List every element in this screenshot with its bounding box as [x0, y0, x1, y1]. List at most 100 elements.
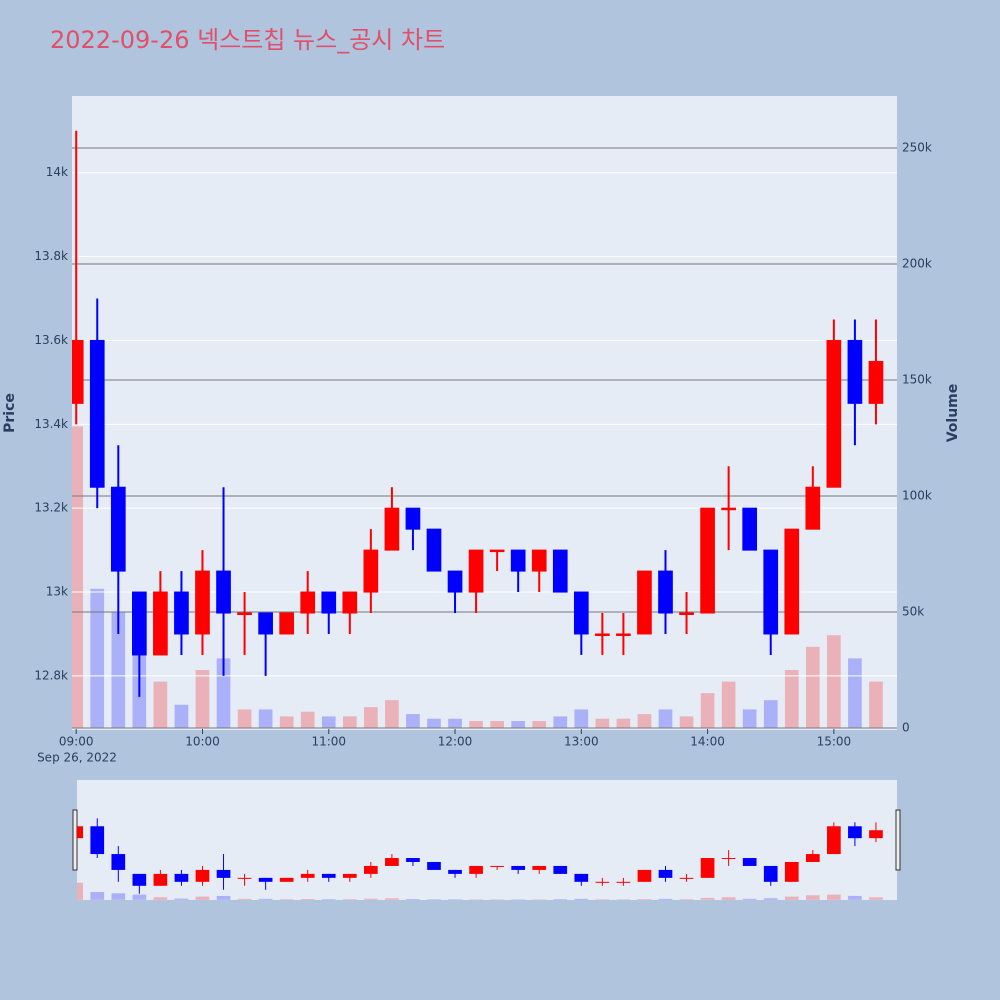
slider-body: [364, 865, 378, 874]
volume-bar: [364, 707, 378, 729]
slider-body: [742, 858, 757, 866]
candle-body: [342, 591, 358, 614]
slider-body: [111, 854, 126, 870]
slider-volume: [90, 891, 105, 900]
slider-body: [77, 826, 84, 839]
candle-body: [700, 507, 715, 614]
y-tick-label: 14k: [46, 165, 68, 179]
slider-volume: [742, 898, 757, 900]
slider-volume: [658, 898, 673, 900]
slider-handle[interactable]: [895, 809, 901, 871]
volume-bar: [700, 693, 715, 729]
candle-body: [510, 549, 526, 572]
y-tick-label: 13.8k: [34, 249, 68, 263]
slider-body: [300, 873, 315, 878]
volume-bar: [406, 714, 420, 729]
volume-bar: [342, 716, 357, 729]
y-tick-label: 13.6k: [34, 333, 68, 347]
slider-body: [700, 858, 715, 878]
slider-volume: [595, 899, 610, 900]
candle-body: [489, 549, 505, 553]
candle-body: [363, 549, 379, 593]
slider-body: [448, 869, 462, 874]
slider-body: [427, 861, 441, 870]
candle-body: [216, 570, 231, 614]
volume-bar: [90, 588, 105, 728]
slider-body: [616, 881, 631, 883]
slider-volume: [237, 898, 252, 900]
x-tick-label: 11:00: [311, 735, 346, 749]
volume-bar: [595, 718, 610, 729]
candle-body: [721, 507, 736, 511]
slider-body: [90, 826, 105, 855]
volume-bar: [300, 711, 315, 729]
slider-volume: [195, 896, 210, 900]
slider-body: [553, 865, 568, 874]
slider-volume: [279, 899, 294, 900]
slider-volume: [869, 897, 883, 900]
slider-volume: [258, 898, 273, 900]
slider-body: [511, 865, 526, 870]
volume-bar: [869, 681, 883, 729]
volume-bar: [637, 714, 652, 729]
volume-bar: [763, 700, 778, 729]
volume-bar: [321, 716, 336, 729]
x-tick-label: 10:00: [185, 735, 220, 749]
x-tick-label: 09:00: [59, 735, 94, 749]
slider-body: [805, 854, 820, 862]
candle-body: [468, 549, 484, 593]
slider-layer: [77, 818, 883, 900]
y2-tick-label: 50k: [902, 604, 924, 618]
y2-axis-title: Volume: [945, 384, 961, 443]
slider-volume: [637, 899, 652, 900]
slider-volume: [848, 895, 862, 900]
slider-body: [216, 869, 231, 878]
slider-volume: [77, 882, 84, 900]
candle-body: [616, 633, 631, 636]
volume-bar: [742, 709, 757, 728]
slider-volume: [700, 897, 715, 900]
candle-body: [153, 591, 168, 656]
slider-body: [195, 869, 210, 882]
volume-bar: [616, 718, 631, 729]
candle-body: [384, 507, 400, 551]
candle-body: [742, 507, 758, 551]
candle-body: [174, 591, 189, 635]
candle-body: [447, 570, 463, 593]
slider-body: [342, 873, 357, 878]
slider-body: [490, 865, 504, 867]
slider-volume: [364, 898, 378, 900]
slider-body: [721, 858, 736, 860]
candle-body: [300, 591, 316, 614]
candle-body: [805, 486, 821, 530]
slider-body: [595, 881, 610, 883]
candle-body: [868, 360, 884, 404]
x-tick-label: 14:00: [690, 735, 725, 749]
candle-body: [89, 339, 105, 488]
slider-body: [784, 861, 799, 882]
volume-bar: [827, 635, 841, 729]
slider-body: [574, 873, 589, 882]
volume-bar: [532, 721, 547, 729]
volume-bar: [679, 716, 694, 729]
slider-volume: [448, 899, 462, 900]
candle-body: [552, 549, 568, 593]
candle-body: [679, 612, 694, 616]
slider-body: [174, 873, 189, 882]
x-date-label: Sep 26, 2022: [37, 751, 117, 765]
range-slider[interactable]: [77, 780, 897, 900]
volume-bar: [72, 426, 84, 729]
candle-body: [573, 591, 589, 635]
candle-body: [195, 570, 210, 635]
slider-body: [763, 865, 778, 882]
x-tick-label: 12:00: [438, 735, 473, 749]
y2-tick-label: 250k: [902, 140, 932, 154]
candle-body: [132, 591, 147, 656]
slider-volume: [342, 899, 357, 900]
slider-handle[interactable]: [72, 809, 78, 871]
x-tick-label: 15:00: [817, 735, 852, 749]
volume-bar: [174, 704, 189, 729]
volume-bar: [427, 718, 441, 729]
slider-volume: [216, 895, 231, 900]
volume-bar: [195, 669, 210, 729]
